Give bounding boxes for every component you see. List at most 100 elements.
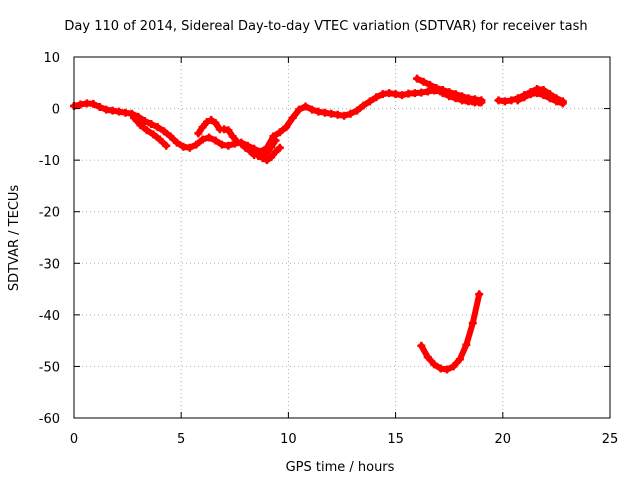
data-point: [202, 117, 211, 126]
data-point: [130, 113, 139, 122]
data-point: [194, 129, 203, 138]
data-point: [432, 86, 441, 95]
data-point: [359, 101, 368, 110]
data-series-2: [130, 113, 171, 150]
data-point: [413, 74, 422, 83]
x-tick-label: 5: [177, 432, 185, 447]
data-points: [70, 74, 567, 374]
data-point: [224, 141, 233, 150]
data-point: [438, 89, 447, 98]
y-tick-label: -60: [39, 412, 60, 427]
data-point: [136, 121, 145, 130]
data-point: [417, 341, 426, 350]
data-point: [211, 119, 220, 128]
data-point: [346, 109, 355, 118]
data-point: [147, 120, 156, 129]
data-point: [275, 128, 284, 137]
data-point: [95, 103, 104, 112]
data-point: [160, 127, 169, 136]
y-tick-label: -30: [39, 257, 60, 272]
data-point: [443, 365, 452, 374]
data-point: [232, 137, 241, 146]
chart-title: Day 110 of 2014, Sidereal Day-to-day VTE…: [64, 19, 587, 34]
data-series-7: [432, 86, 486, 107]
data-series-5: [254, 143, 284, 165]
data-point: [224, 126, 233, 135]
data-point: [192, 140, 201, 149]
data-point: [545, 94, 554, 103]
data-point: [258, 154, 267, 163]
data-point: [282, 123, 291, 132]
data-point: [301, 102, 310, 111]
plot-frame: [73, 56, 611, 419]
axis-ticks: 0 5 10 15 20 25 10 0 -10 -20 -30 -40 -50 -60: [39, 51, 619, 447]
data-point: [513, 96, 522, 105]
data-point: [449, 362, 458, 371]
y-tick-label: -40: [39, 309, 60, 324]
data-point: [353, 106, 362, 115]
data-point: [207, 115, 216, 124]
data-point: [237, 139, 246, 148]
data-series-3: [194, 115, 224, 138]
data-point: [372, 93, 381, 102]
data-point: [211, 136, 220, 145]
data-point: [142, 126, 151, 135]
data-point: [365, 97, 374, 106]
data-point: [166, 132, 175, 141]
data-point: [162, 141, 171, 150]
data-point: [155, 135, 164, 144]
x-tick-label: 25: [602, 432, 619, 447]
data-point: [262, 156, 271, 165]
x-axis-label: GPS time / hours: [286, 460, 395, 475]
data-point: [149, 130, 158, 139]
data-point: [288, 113, 297, 122]
data-point: [295, 105, 304, 114]
data-point: [558, 99, 567, 108]
data-point: [398, 91, 407, 100]
data-point: [451, 94, 460, 103]
data-point: [419, 77, 428, 86]
data-point: [153, 123, 162, 132]
data-point: [455, 355, 464, 364]
data-point: [140, 116, 149, 125]
data-point: [539, 91, 548, 100]
data-point: [271, 147, 280, 156]
data-point: [275, 143, 284, 152]
data-series-4: [220, 125, 280, 161]
x-tick-label: 0: [70, 432, 78, 447]
x-tick-label: 10: [280, 432, 297, 447]
data-point: [425, 80, 434, 89]
y-tick-label: 10: [43, 51, 60, 66]
y-tick-label: -10: [39, 154, 60, 169]
data-point: [477, 98, 486, 107]
data-point: [262, 148, 271, 157]
data-point: [271, 136, 280, 145]
data-point: [185, 143, 194, 152]
data-point: [254, 152, 263, 161]
data-point: [307, 105, 316, 114]
x-tick-label: 15: [387, 432, 404, 447]
data-series-10: [417, 290, 484, 374]
x-tick-label: 20: [495, 432, 512, 447]
data-point: [245, 146, 254, 155]
data-point: [533, 89, 542, 98]
data-series-9: [513, 89, 567, 108]
grid-lines: [74, 57, 610, 418]
data-point: [198, 135, 207, 144]
data-point: [172, 138, 181, 147]
y-tick-label: 0: [52, 103, 60, 118]
y-axis-label: SDTVAR / TECUs: [7, 185, 22, 292]
data-point: [468, 319, 477, 328]
data-point: [89, 99, 98, 108]
data-series-1: [70, 86, 484, 156]
data-point: [445, 92, 454, 101]
data-point: [430, 360, 439, 369]
data-point: [267, 142, 276, 151]
data-point: [462, 340, 471, 349]
y-tick-label: -20: [39, 206, 60, 221]
data-point: [205, 133, 214, 142]
data-point: [423, 353, 432, 362]
data-point: [241, 143, 250, 152]
series-trace: [418, 291, 483, 373]
